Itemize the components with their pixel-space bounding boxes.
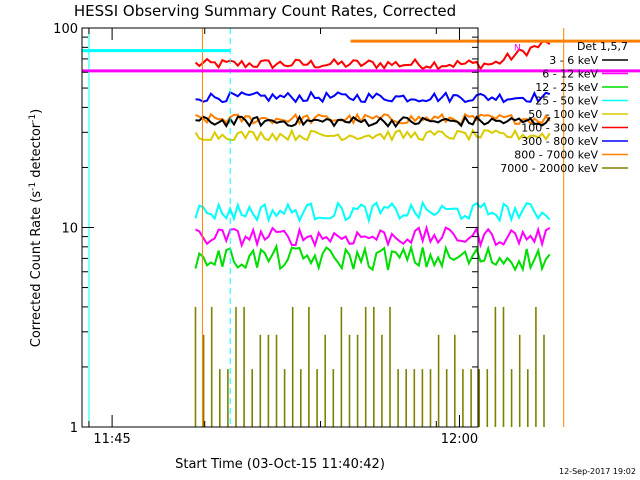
marker-layer: NDA0A1 bbox=[82, 28, 640, 427]
y-tick-label-0: 1 bbox=[70, 421, 78, 436]
legend-entry-label-4: 50 - 100 keV bbox=[528, 108, 598, 121]
series-5-seg1 bbox=[194, 40, 551, 71]
y-tick-label-2: 100 bbox=[53, 22, 78, 37]
legend-entry-label-7: 800 - 7000 keV bbox=[514, 149, 598, 162]
series-8-seg1 bbox=[194, 306, 545, 427]
legend-entry-label-0: 3 - 6 keV bbox=[549, 54, 598, 67]
x-tick-label-0: 11:45 bbox=[93, 432, 130, 447]
x-tick-label-1: 12:00 bbox=[441, 432, 478, 447]
y-axis-label: Corrected Count Rate (s-1 detector-1) bbox=[28, 109, 44, 347]
legend-title: Det 1,5,7 bbox=[577, 40, 628, 53]
legend-entry-label-2: 12 - 25 keV bbox=[535, 81, 598, 94]
annotation-0: N bbox=[514, 44, 521, 54]
series-3-seg1 bbox=[194, 200, 551, 225]
series-6-seg1 bbox=[195, 90, 551, 104]
series-layer bbox=[194, 40, 551, 427]
x-axis-label: Start Time (03-Oct-15 11:40:42) bbox=[175, 457, 385, 472]
axes: 11:4512:0012:1512:3012:4513:0013:1511010… bbox=[53, 22, 478, 447]
timestamp-stamp: 12-Sep-2017 19:02 bbox=[559, 467, 636, 476]
series-4-seg1 bbox=[194, 128, 551, 143]
legend-entry-label-5: 100 - 300 keV bbox=[521, 122, 598, 135]
legend-entry-label-1: 6 - 12 keV bbox=[542, 68, 598, 81]
series-0-seg1 bbox=[195, 114, 551, 129]
legend-entry-label-8: 7000 - 20000 keV bbox=[500, 162, 598, 175]
series-2-seg1 bbox=[194, 243, 551, 273]
series-7-seg1 bbox=[195, 112, 551, 126]
y-tick-label-1: 10 bbox=[61, 222, 78, 237]
series-1-seg1 bbox=[195, 224, 551, 249]
chart-title: HESSI Observing Summary Count Rates, Cor… bbox=[74, 2, 456, 20]
y-axis-label-sup2: -1 bbox=[28, 114, 38, 123]
y-axis-label-mid: detector bbox=[29, 122, 44, 182]
y-axis-label-main: Corrected Count Rate (s bbox=[29, 191, 44, 348]
y-axis-label-end: ) bbox=[29, 109, 44, 114]
legend-entry-label-6: 300 - 800 keV bbox=[521, 135, 598, 148]
y-axis-label-sup1: -1 bbox=[28, 182, 38, 191]
legend-entry-label-3: 25 - 50 keV bbox=[535, 95, 598, 108]
